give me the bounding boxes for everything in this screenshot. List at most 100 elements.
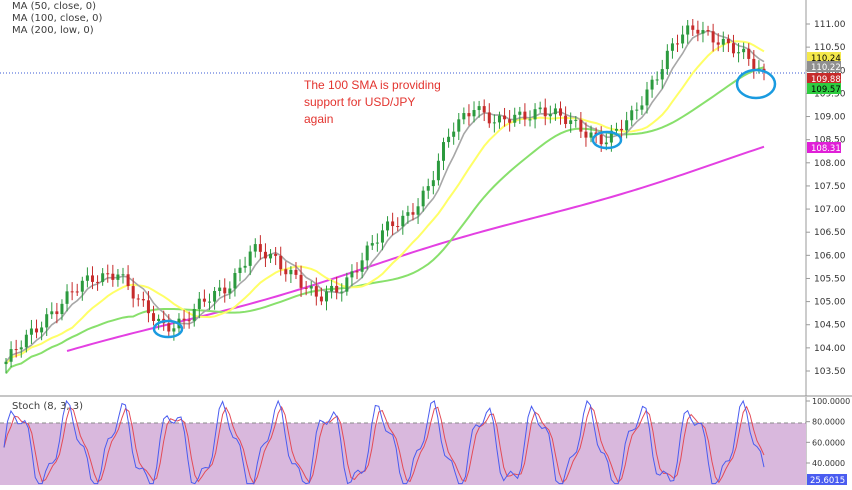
candle-body bbox=[284, 269, 288, 275]
stoch-d-line bbox=[3, 405, 765, 485]
candle-body bbox=[157, 318, 161, 321]
price-tick-label: 107.00 bbox=[814, 205, 846, 215]
price-label: 109.88 bbox=[811, 75, 841, 85]
candle-body bbox=[696, 29, 700, 34]
price-tick-label: 110.50 bbox=[814, 43, 846, 53]
candle-body bbox=[508, 119, 512, 123]
candle-body bbox=[396, 226, 400, 228]
candle-body bbox=[380, 230, 384, 243]
price-tick-label: 104.00 bbox=[814, 344, 846, 354]
candle-body bbox=[487, 112, 491, 124]
candle-body bbox=[345, 277, 349, 292]
candle-body bbox=[218, 287, 222, 291]
candle-body bbox=[274, 253, 278, 256]
stoch-legend: Stoch (8, 3, 3) bbox=[12, 401, 84, 412]
candle-body bbox=[70, 291, 74, 293]
stoch-value-box bbox=[807, 474, 847, 485]
candle-body bbox=[650, 79, 654, 90]
candle-body bbox=[553, 108, 557, 115]
candle-body bbox=[436, 160, 440, 181]
price-tick-label: 104.50 bbox=[814, 321, 846, 331]
price-label-box bbox=[807, 52, 841, 63]
candle-body bbox=[482, 106, 486, 113]
highlight-circle bbox=[735, 68, 777, 100]
candle-body bbox=[248, 251, 252, 266]
candle-body bbox=[640, 105, 644, 110]
candle-body bbox=[462, 113, 466, 120]
candle-body bbox=[731, 43, 735, 54]
stoch-tick-label: 80.0000 bbox=[812, 418, 845, 427]
candle-body bbox=[503, 115, 507, 120]
ma100-legend: MA (100, close, 0) bbox=[12, 13, 103, 24]
stoch-value: 25.6015 bbox=[810, 476, 845, 485]
candle-body bbox=[401, 215, 405, 227]
candle-body bbox=[406, 212, 410, 216]
candle-body bbox=[65, 291, 69, 304]
candle-body bbox=[324, 291, 328, 302]
candle-body bbox=[197, 298, 201, 309]
candle-body bbox=[513, 114, 517, 123]
highlight-circle bbox=[152, 319, 184, 339]
candle-body bbox=[701, 30, 705, 34]
candle-body bbox=[391, 221, 395, 227]
price-tick-label: 108.50 bbox=[814, 136, 846, 146]
highlight-circle bbox=[591, 130, 623, 150]
price-label-box bbox=[807, 142, 841, 153]
candle-body bbox=[518, 111, 522, 115]
stoch-tick-label: 60.0000 bbox=[812, 438, 845, 447]
candle-body bbox=[528, 119, 532, 121]
candle-body bbox=[411, 212, 415, 215]
candle-body bbox=[579, 119, 583, 132]
price-tick-label: 107.50 bbox=[814, 182, 846, 192]
candle-body bbox=[584, 131, 588, 138]
ma50-legend: MA (50, close, 0) bbox=[12, 1, 97, 12]
candle-body bbox=[416, 206, 420, 215]
candle-body bbox=[686, 25, 690, 35]
candle-body bbox=[238, 267, 242, 273]
ma200-legend: MA (200, low, 0) bbox=[12, 25, 94, 36]
stoch-band bbox=[0, 423, 806, 485]
candle-body bbox=[726, 38, 730, 44]
candle-body bbox=[136, 298, 140, 300]
price-tick-label: 108.00 bbox=[814, 159, 846, 169]
candle-body bbox=[350, 271, 354, 278]
candle-body bbox=[45, 314, 49, 328]
candle-body bbox=[711, 31, 715, 43]
candle-body bbox=[19, 347, 23, 350]
ma-low-line bbox=[66, 145, 765, 352]
candle-body bbox=[431, 180, 435, 187]
candle-body bbox=[319, 296, 323, 302]
candle-body bbox=[263, 251, 267, 259]
price-label: 109.57 bbox=[811, 85, 841, 95]
candle-body bbox=[289, 269, 293, 275]
candle-body bbox=[90, 275, 94, 282]
candle-body bbox=[9, 349, 13, 362]
ma50-line bbox=[5, 29, 765, 363]
candle-body bbox=[80, 280, 84, 292]
candle-body bbox=[355, 271, 359, 273]
candle-body bbox=[50, 311, 54, 315]
candle-body bbox=[152, 313, 156, 321]
candle-body bbox=[523, 111, 527, 120]
candle-body bbox=[121, 274, 125, 276]
candle-body bbox=[533, 109, 537, 120]
candle-body bbox=[360, 260, 364, 272]
candle-body bbox=[96, 281, 100, 283]
candle-body bbox=[187, 320, 191, 322]
candle-body bbox=[747, 48, 751, 59]
candle-body bbox=[35, 328, 39, 333]
price-label-box bbox=[807, 61, 841, 72]
candle-body bbox=[604, 142, 608, 145]
candle-body bbox=[421, 190, 425, 207]
price-label: 108.31 bbox=[811, 144, 841, 154]
candle-body bbox=[492, 122, 496, 124]
candle-body bbox=[340, 291, 344, 293]
candle-body bbox=[589, 132, 593, 138]
candle-body bbox=[569, 120, 573, 124]
price-tick-label: 103.50 bbox=[814, 367, 846, 377]
price-label: 110.22 bbox=[811, 63, 841, 73]
price-label: 110.24 bbox=[811, 54, 841, 64]
candle-body bbox=[609, 130, 613, 143]
candle-body bbox=[635, 109, 639, 111]
candle-body bbox=[172, 328, 176, 332]
